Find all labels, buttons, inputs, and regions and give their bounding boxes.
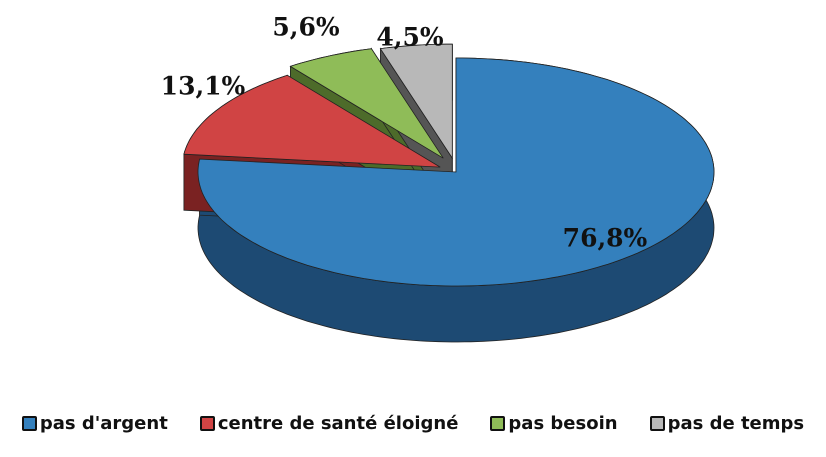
legend-swatch	[199, 416, 215, 431]
legend-item-pas-de-temps: pas de temps	[649, 413, 805, 434]
legend-label: pas d'argent	[39, 413, 168, 434]
legend-swatch	[21, 416, 37, 431]
data-label-centre-de-sante: 13,1%	[160, 71, 246, 101]
legend-label: centre de santé éloigné	[217, 413, 459, 434]
legend-item-pas-besoin: pas besoin	[490, 413, 618, 434]
legend-label: pas de temps	[667, 413, 805, 434]
data-label-pas-d-argent: 76,8%	[562, 223, 648, 253]
pie-slice-pas-besoin	[289, 48, 444, 159]
legend: pas d'argent centre de santé éloigné pas…	[0, 413, 826, 434]
legend-swatch	[649, 416, 665, 431]
legend-swatch	[490, 416, 506, 431]
legend-label: pas besoin	[508, 413, 618, 434]
pie-slice-pas-de-temps	[379, 43, 453, 160]
legend-item-pas-d-argent: pas d'argent	[21, 413, 168, 434]
pie-slice-centre-de-sant-loign-	[183, 74, 441, 168]
pie-slice-pas-d-argent	[197, 57, 715, 287]
legend-item-centre-de-sante: centre de santé éloigné	[199, 413, 459, 434]
data-label-pas-besoin: 5,6%	[272, 12, 340, 42]
data-label-pas-de-temps: 4,5%	[376, 22, 444, 52]
